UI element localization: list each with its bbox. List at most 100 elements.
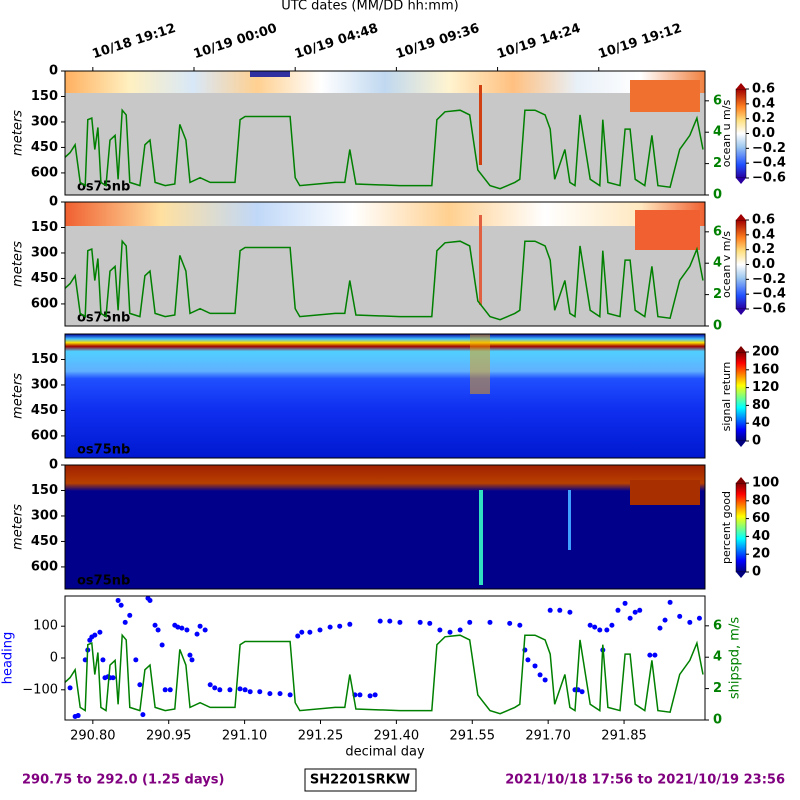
heading-point <box>587 622 593 628</box>
colorbar-extend <box>736 178 746 184</box>
y2-tick-label: 6 <box>713 224 722 239</box>
heading-point <box>597 627 603 633</box>
y2-tick-label: 6 <box>713 93 722 108</box>
y-tick-label: 300 <box>31 508 58 523</box>
colorbar-tick-label: 40 <box>752 416 770 431</box>
colorbar-extend <box>736 477 746 483</box>
heading-point <box>127 612 133 618</box>
heading-point <box>202 627 208 633</box>
x-tick-label: 291.40 <box>374 729 420 744</box>
y-tick-label: 0 <box>49 195 58 210</box>
heading-point <box>295 633 301 639</box>
top-x-tick-label: 10/19 14:24 <box>495 21 582 62</box>
heading-point <box>337 623 343 629</box>
y-tick-label: 300 <box>31 245 58 260</box>
colorbar-tick-label: 0.4 <box>752 96 775 111</box>
y2-tick-label: 0 <box>713 319 722 334</box>
colorbar-tick-label: 0.0 <box>752 126 775 141</box>
colorbar-label: percent good <box>720 491 733 564</box>
colorbar <box>735 351 747 442</box>
heading-point <box>137 682 143 688</box>
panel-label: os75nb <box>77 574 130 589</box>
colorbar-tick-label: 0.0 <box>752 257 775 272</box>
heading-point <box>277 691 283 697</box>
x-tick-label: 291.85 <box>601 729 647 744</box>
colorbar-extend <box>736 309 746 315</box>
y-axis-label: meters <box>11 504 26 550</box>
colorbar-tick-label: −0.6 <box>752 171 786 186</box>
y2-tick-label: 2 <box>713 156 722 171</box>
heading-point <box>377 618 383 624</box>
heading-point <box>92 632 98 638</box>
heading-point <box>662 617 668 623</box>
y-axis-label: heading <box>1 632 16 685</box>
heading-point <box>187 652 193 658</box>
colorbar-tick-label: 40 <box>752 529 770 544</box>
panel-label: os75nb <box>77 180 130 195</box>
panel-frame <box>64 464 706 590</box>
heading-point <box>175 624 181 630</box>
heading-point <box>615 607 621 613</box>
heading-point <box>118 602 124 608</box>
heading-point <box>197 623 203 629</box>
colorbar-label: signal return <box>720 362 733 432</box>
y2-tick-label: 4 <box>713 650 722 665</box>
heading-point <box>667 599 673 605</box>
heading-point <box>122 619 128 625</box>
heading-point <box>467 619 473 625</box>
y2-tick-label: 2 <box>713 287 722 302</box>
heading-point <box>447 629 453 635</box>
panel-frame <box>64 70 706 196</box>
y-tick-label: 450 <box>31 534 58 549</box>
panel-label: os75nb <box>77 443 130 458</box>
colorbar-label: ocean v m/s <box>720 231 733 298</box>
heading-point <box>604 627 610 633</box>
top-x-tick-label: 10/19 09:36 <box>394 21 481 62</box>
heading-point <box>257 689 263 695</box>
colorbar-tick-label: 200 <box>752 345 779 360</box>
heading-point <box>632 609 638 615</box>
y2-tick-label: 4 <box>713 256 722 271</box>
y-tick-label: 100 <box>33 619 58 634</box>
y-axis-label: meters <box>11 241 26 287</box>
heading-point <box>133 657 139 663</box>
heading-point <box>140 712 146 718</box>
heading-point <box>517 622 523 628</box>
heading-point <box>427 620 433 626</box>
colorbar-tick-label: 0.6 <box>752 82 775 97</box>
y2-axis-label: shipspd, m/s <box>728 617 743 699</box>
heading-point <box>237 686 243 692</box>
heading-point <box>609 622 615 628</box>
heading-point <box>179 625 185 631</box>
colorbar-label: ocean u m/s <box>720 100 733 168</box>
ship-speed-line <box>64 633 704 715</box>
colorbar-tick-label: −0.6 <box>752 302 786 317</box>
heading-point <box>417 619 423 625</box>
colorbar-tick-label: 80 <box>752 398 770 413</box>
y-tick-label: 0 <box>49 64 58 79</box>
heading-point <box>372 692 378 698</box>
heading-point <box>357 692 363 698</box>
top-x-tick-label: 10/18 19:12 <box>91 21 178 62</box>
footer-center: SH2201SRKW <box>310 773 410 788</box>
heading-point <box>547 607 553 613</box>
colorbar-extend <box>736 346 746 352</box>
heading-point <box>437 627 443 633</box>
heatmap-u <box>65 71 705 195</box>
heatmap-v <box>65 202 705 326</box>
colorbar <box>735 219 747 310</box>
heading-point <box>242 687 248 693</box>
colorbar-tick-label: 0.4 <box>752 227 775 242</box>
y-tick-label: 600 <box>31 165 58 180</box>
heading-point <box>696 615 702 621</box>
y-tick-label: 600 <box>31 428 58 443</box>
colorbar-tick-label: 20 <box>752 547 770 562</box>
heading-point <box>567 609 573 615</box>
colorbar-tick-label: 0.6 <box>752 213 775 228</box>
y2-tick-label: 0 <box>713 713 722 728</box>
y2-tick-label: 2 <box>713 681 722 696</box>
heading-point <box>637 607 643 613</box>
heading-point <box>487 619 493 625</box>
heading-point <box>110 675 116 681</box>
